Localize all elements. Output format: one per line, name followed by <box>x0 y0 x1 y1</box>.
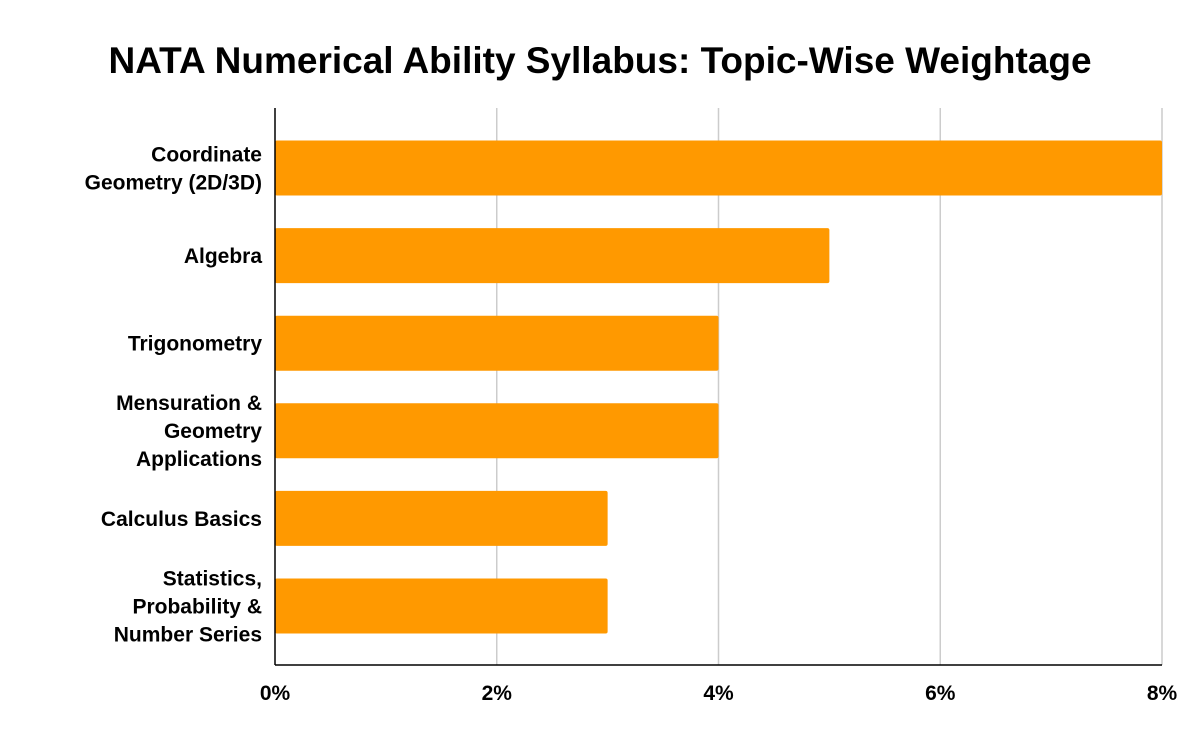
category-label-line: Probability & <box>132 595 262 618</box>
x-tick-label-4: 8% <box>1147 682 1178 705</box>
x-tick-label-0: 0% <box>260 682 291 705</box>
bar-4 <box>275 490 608 546</box>
category-label-line: Statistics, <box>163 567 262 590</box>
category-label-3: Mensuration & Geometry Applications <box>116 392 262 471</box>
category-label-4: Calculus Basics <box>101 508 262 531</box>
category-label-2: Trigonometry <box>128 333 263 356</box>
category-label-line: Trigonometry <box>128 333 263 356</box>
x-tick-label-2: 4% <box>703 682 734 705</box>
category-label-0: Coordinate Geometry (2D/3D) <box>85 143 262 194</box>
x-tick-label-3: 6% <box>925 682 956 705</box>
category-label-line: Mensuration & <box>116 392 262 415</box>
category-label-line: Algebra <box>184 245 263 268</box>
category-label-line: Geometry <box>164 420 262 443</box>
category-label-line: Calculus Basics <box>101 508 262 531</box>
bar-3 <box>275 403 719 459</box>
category-label-line: Number Series <box>114 623 262 646</box>
chart-title: NATA Numerical Ability Syllabus: Topic-W… <box>108 40 1092 81</box>
bar-2 <box>275 315 719 371</box>
category-label-line: Geometry (2D/3D) <box>85 171 262 194</box>
bar-5 <box>275 578 608 634</box>
category-label-line: Applications <box>136 448 262 471</box>
category-label-5: Statistics, Probability & Number Series <box>114 567 262 646</box>
category-label-1: Algebra <box>184 245 263 268</box>
bar-1 <box>275 228 830 284</box>
x-tick-label-1: 2% <box>482 682 513 705</box>
category-label-line: Coordinate <box>151 143 262 166</box>
bar-0 <box>275 140 1162 196</box>
